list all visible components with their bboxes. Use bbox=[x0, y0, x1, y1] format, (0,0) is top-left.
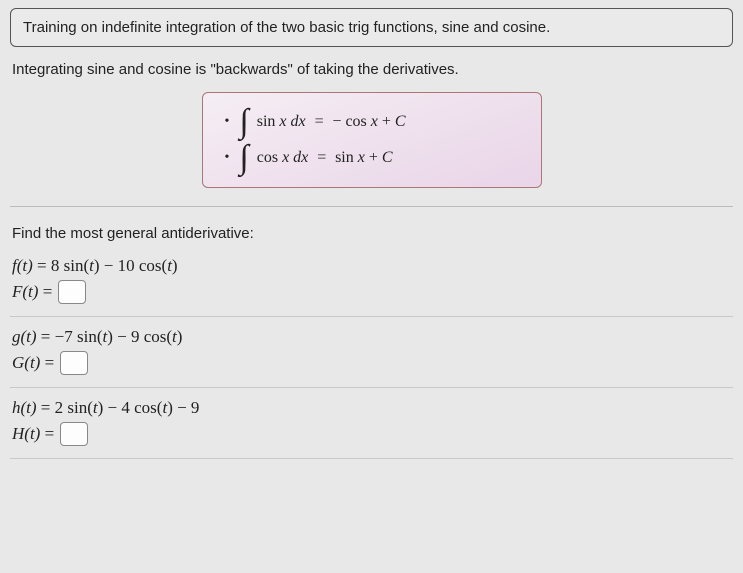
problem-function-line: g(t) = −7 sin(t) − 9 cos(t) bbox=[12, 327, 731, 347]
problem-divider bbox=[10, 387, 733, 388]
formula-row-sin: • ∫ sin x dx = − cos x + C bbox=[225, 105, 527, 139]
antiderivative-label: H(t) = bbox=[12, 424, 54, 444]
antiderivative-label: F(t) = bbox=[12, 282, 52, 302]
problem-answer-line: F(t) = bbox=[12, 280, 731, 304]
bullet-icon: • bbox=[225, 114, 230, 130]
formula-cos-lhs: cos x dx bbox=[257, 149, 309, 167]
header-title: Training on indefinite integration of th… bbox=[23, 19, 550, 36]
problem-divider bbox=[10, 316, 733, 317]
problem-function-line: h(t) = 2 sin(t) − 4 cos(t) − 9 bbox=[12, 398, 731, 418]
bullet-icon: • bbox=[225, 150, 230, 166]
formula-sin-rhs: − cos x + C bbox=[332, 113, 405, 131]
problem-block: h(t) = 2 sin(t) − 4 cos(t) − 9 H(t) = bbox=[12, 398, 731, 446]
formula-sin-lhs: sin x dx bbox=[257, 113, 306, 131]
section-divider bbox=[10, 206, 733, 207]
problem-block: f(t) = 8 sin(t) − 10 cos(t) F(t) = bbox=[12, 256, 731, 304]
problem-function-line: f(t) = 8 sin(t) − 10 cos(t) bbox=[12, 256, 731, 276]
formula-row-cos: • ∫ cos x dx = sin x + C bbox=[225, 141, 527, 175]
integral-icon: ∫ bbox=[239, 141, 248, 175]
header-box: Training on indefinite integration of th… bbox=[10, 8, 733, 47]
integral-icon: ∫ bbox=[239, 105, 248, 139]
answer-input[interactable] bbox=[58, 280, 86, 304]
f-label: g(t) bbox=[12, 327, 37, 346]
problem-answer-line: H(t) = bbox=[12, 422, 731, 446]
equals: = bbox=[316, 149, 327, 167]
f-label: f(t) bbox=[12, 256, 33, 275]
answer-input[interactable] bbox=[60, 422, 88, 446]
intro-text: Integrating sine and cosine is "backward… bbox=[12, 61, 731, 78]
prompt-text: Find the most general antiderivative: bbox=[12, 225, 731, 242]
f-label: h(t) bbox=[12, 398, 37, 417]
formula-cos-rhs: sin x + C bbox=[335, 149, 392, 167]
equals: = bbox=[314, 113, 325, 131]
problem-block: g(t) = −7 sin(t) − 9 cos(t) G(t) = bbox=[12, 327, 731, 375]
antiderivative-label: G(t) = bbox=[12, 353, 54, 373]
problem-divider bbox=[10, 458, 733, 459]
answer-input[interactable] bbox=[60, 351, 88, 375]
formula-box: • ∫ sin x dx = − cos x + C • ∫ cos x dx … bbox=[202, 92, 542, 188]
problem-answer-line: G(t) = bbox=[12, 351, 731, 375]
